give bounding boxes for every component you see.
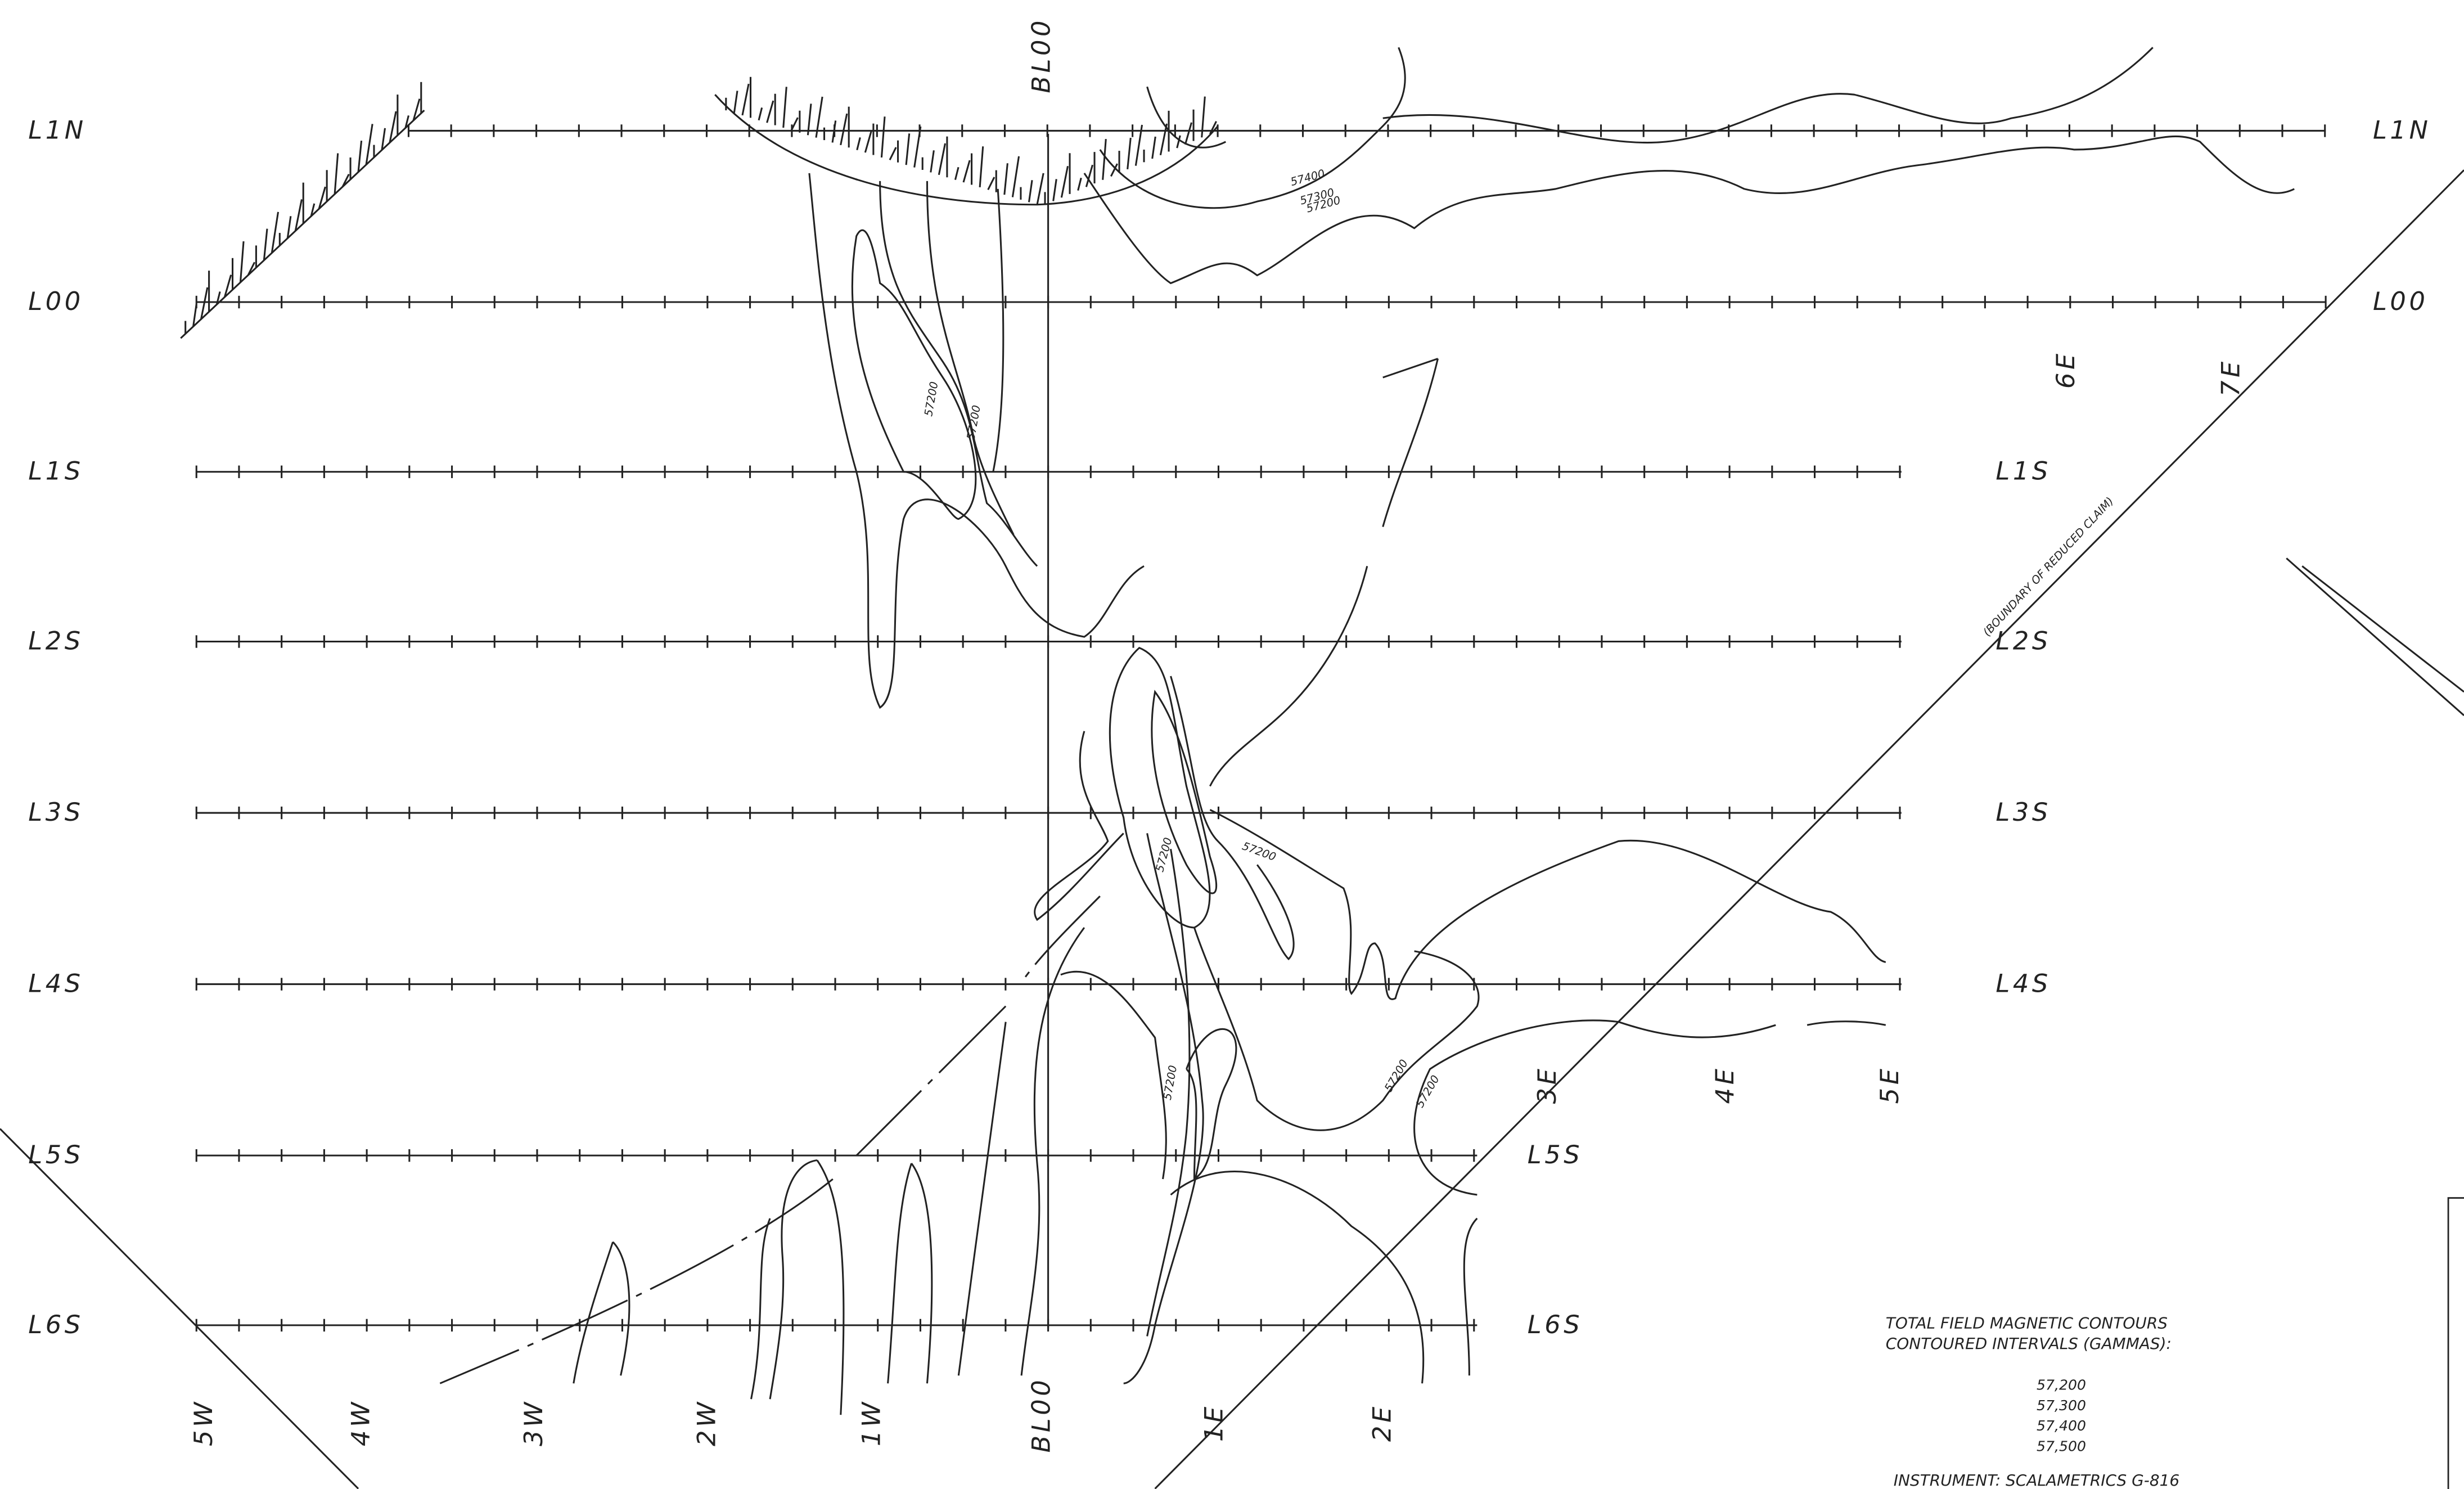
line-label: L1N [2373, 115, 2431, 145]
page: BL00 (BOUNDARY OF REDUCED CLAIM) TOTAL F… [0, 0, 2464, 1489]
station-label: 5W [189, 1399, 218, 1446]
station-label: 1W [857, 1399, 886, 1446]
station-label: 1E [1200, 1403, 1229, 1442]
line-label: L6S [28, 1310, 83, 1339]
line-label: L1S [1995, 457, 2051, 486]
line-label: L2S [28, 626, 83, 655]
line-label: L00 [2373, 287, 2429, 316]
station-label: 4E [1710, 1065, 1740, 1104]
station-label: 7E [2216, 358, 2245, 397]
station-label: 2W [692, 1399, 721, 1446]
line-label: L00 [28, 287, 84, 316]
legend-instrument: INSTRUMENT: SCALAMETRICS G-816 [1894, 1471, 2179, 1489]
contour-map: BL00 (BOUNDARY OF REDUCED CLAIM) TOTAL F… [0, 0, 2464, 1489]
line-label: L5S [1528, 1140, 1583, 1169]
station-label: 5E [1875, 1065, 1904, 1104]
legend-interval: 57,400 [2037, 1418, 2086, 1434]
line-label: L6S [1528, 1310, 1583, 1339]
line-label: L5S [28, 1140, 83, 1169]
line-label: L3S [28, 798, 83, 827]
legend-title: TOTAL FIELD MAGNETIC CONTOURS [1886, 1313, 2168, 1332]
paper [0, 1, 2464, 1489]
line-label: L3S [1995, 798, 2051, 827]
station-label: 3E [1533, 1065, 1562, 1104]
legend-interval: 57,500 [2037, 1438, 2086, 1454]
station-label: 4W [346, 1399, 376, 1446]
legend-interval: 57,200 [2037, 1376, 2086, 1393]
station-label: BL00 [1026, 1377, 1056, 1453]
line-label: L4S [28, 969, 83, 998]
station-label: 2E [1368, 1403, 1397, 1442]
legend-interval: 57,300 [2037, 1397, 2086, 1414]
line-label: L1N [28, 115, 87, 145]
line-label: L1S [28, 457, 83, 486]
station-label: 3W [519, 1399, 548, 1446]
baseline-label: BL00 [1026, 17, 1056, 93]
station-label: 6E [2051, 350, 2080, 389]
line-label: L4S [1995, 969, 2051, 998]
line-label: L2S [1995, 626, 2051, 655]
legend-subtitle: CONTOURED INTERVALS (GAMMAS): [1886, 1334, 2172, 1353]
